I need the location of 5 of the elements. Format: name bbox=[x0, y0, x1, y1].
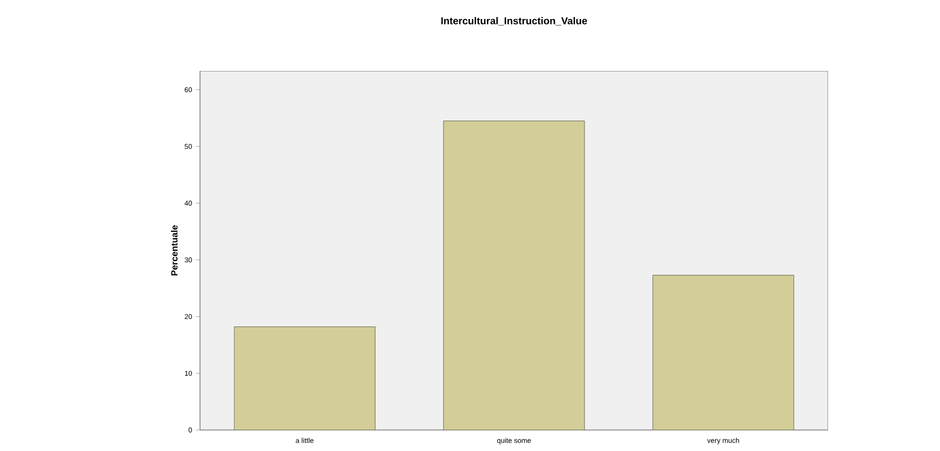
bar bbox=[443, 120, 585, 430]
y-axis-title: Percentuale bbox=[170, 225, 178, 276]
bar bbox=[234, 326, 376, 430]
bar bbox=[652, 274, 794, 430]
chart-title: Intercultural_Instruction_Value bbox=[441, 17, 588, 26]
